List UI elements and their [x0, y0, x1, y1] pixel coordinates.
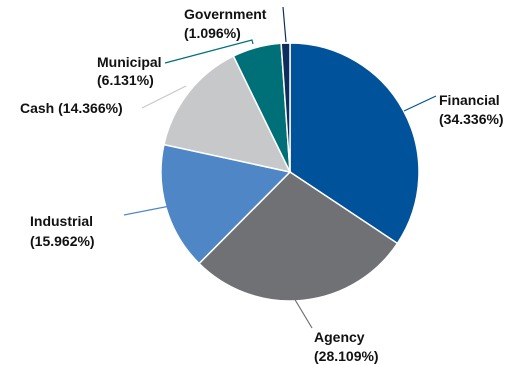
slice-label-cash: Cash (14.366%) [20, 100, 123, 116]
leader-line-industrial [123, 205, 171, 216]
leader-line-cash [141, 85, 187, 109]
leader-line-government [282, 6, 287, 43]
slices-layer [160, 42, 420, 302]
leader-line-financial [403, 95, 437, 112]
slice-value-label-municipal: (6.131%) [97, 72, 154, 88]
slice-label-industrial: Industrial [30, 213, 93, 229]
leader-lines-layer [123, 6, 437, 329]
slice-label-agency: Agency [314, 329, 365, 345]
slice-label-government: Government [184, 6, 267, 22]
slice-value-label-government: (1.096%) [184, 25, 241, 41]
slice-value-label-industrial: (15.962%) [30, 233, 95, 249]
pie-slice-industrial [160, 143, 292, 265]
pie-slice-agency [198, 171, 399, 302]
labels-layer: Financial (34.336%) Agency (28.109%) Industr… [20, 6, 504, 364]
leader-line-municipal [164, 39, 254, 64]
slice-label-financial: Financial [439, 92, 500, 108]
slice-value-label-financial: (34.336%) [439, 111, 504, 127]
pie-slice-cash [163, 55, 292, 174]
leader-line-agency [293, 297, 313, 329]
pie-slice-government [280, 42, 291, 173]
slice-value-label-agency: (28.109%) [314, 348, 379, 364]
slice-label-municipal: Municipal [97, 54, 162, 70]
